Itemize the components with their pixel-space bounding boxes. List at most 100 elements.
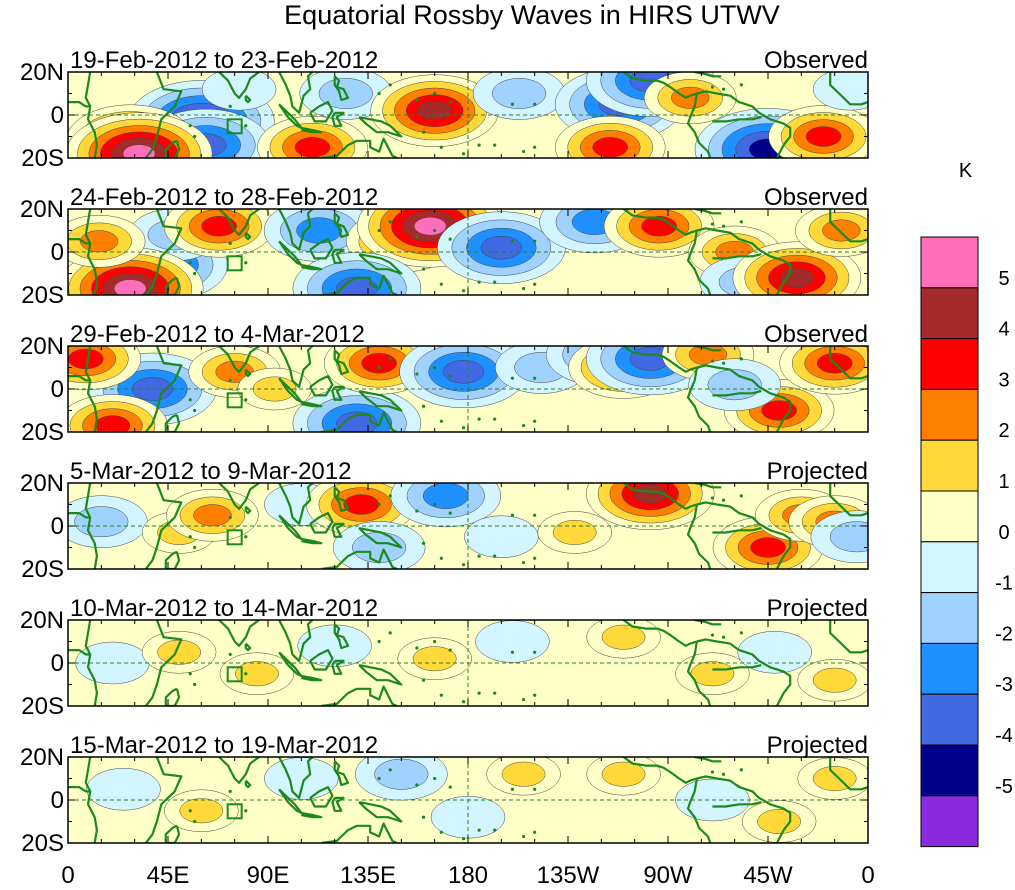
island-dot	[448, 374, 452, 378]
island-dot	[533, 102, 537, 106]
coastline-seAsia	[278, 757, 314, 800]
island-dot	[244, 809, 248, 813]
island-dot	[244, 672, 248, 676]
island-dot	[533, 650, 537, 654]
anomaly-cell	[68, 112, 213, 158]
coastline-newGuinea	[358, 116, 403, 138]
coastline-philippines	[333, 212, 350, 238]
x-tick-label: 45E	[147, 862, 190, 889]
island-dot	[228, 652, 232, 657]
coastline-caribbean	[694, 757, 722, 763]
island-dot	[421, 267, 426, 271]
panel-date-range: 10-Mar-2012 to 14-Mar-2012	[70, 595, 378, 622]
coastline-sAmNorth	[696, 227, 792, 295]
coastline-newGuinea	[358, 527, 403, 549]
coastline-amazonRiver	[712, 664, 762, 671]
island-dot	[188, 809, 192, 813]
coastline-philippines	[333, 75, 350, 102]
coastline-india	[218, 757, 260, 784]
coastline-mexico	[622, 483, 698, 510]
coastline-gulfGuinea	[68, 375, 91, 382]
y-tick-label: 20S	[21, 556, 64, 583]
coastline-java	[301, 811, 323, 819]
island-dot	[439, 282, 443, 286]
coastline-seAsia	[278, 346, 314, 388]
coastline-amazonRiver	[712, 390, 762, 397]
island-dot	[461, 700, 466, 704]
coastline-sriLanka	[244, 94, 252, 104]
coastline-madagascar	[164, 550, 181, 569]
coastline-sAmNorth	[696, 638, 792, 706]
island-dot	[721, 498, 726, 502]
contour-ring	[193, 504, 232, 527]
island-dot	[244, 261, 248, 265]
contour-ring	[750, 537, 786, 558]
coastline-borneo	[309, 375, 334, 397]
anomaly-cell	[810, 510, 868, 563]
coastline-sAmNorth	[696, 775, 792, 843]
colorbar-label: 2	[998, 420, 1009, 442]
panel-status: Projected	[767, 458, 868, 485]
contour-ring	[374, 758, 429, 790]
anomaly-cell	[166, 489, 259, 542]
island-dot	[193, 682, 197, 687]
island-dot	[388, 83, 392, 87]
island-dot	[421, 815, 426, 819]
anomaly-cell	[797, 658, 868, 702]
island-dot	[739, 220, 743, 224]
island-dot	[533, 376, 537, 380]
contour-ring	[361, 353, 397, 374]
coastline-sAmWest	[686, 778, 712, 843]
anomaly-cell	[68, 215, 146, 268]
contour-ring	[201, 72, 277, 111]
anomaly-cell	[472, 72, 566, 120]
island-dot	[477, 691, 481, 695]
contour-ring	[641, 216, 677, 237]
island-dot	[244, 398, 248, 402]
panel-5: 20N 0 20S 10-Mar-2012 to 14-Mar-2012 Project…	[20, 595, 869, 720]
panel-status: Observed	[764, 321, 868, 348]
anomaly-cell	[585, 483, 715, 530]
island-dot	[228, 789, 232, 794]
coastline-india	[218, 209, 260, 236]
anomaly-cell	[390, 483, 502, 528]
colorbar-swatch	[920, 490, 979, 543]
panel-date-range: 19-Feb-2012 to 23-Feb-2012	[70, 47, 378, 74]
island-dot	[228, 378, 232, 382]
coastline-westAfricaCoast	[829, 620, 868, 654]
coastline-newGuinea	[358, 390, 403, 412]
coastline-australia	[321, 548, 398, 569]
contour-ring	[412, 646, 457, 672]
island-dot	[388, 357, 392, 361]
coastline-africaWest	[84, 483, 99, 569]
anomaly-cell	[292, 252, 422, 295]
contour-ring	[201, 216, 237, 237]
island-dot	[477, 280, 481, 284]
island-dot	[244, 535, 248, 539]
island-dot	[421, 678, 426, 682]
anomaly-cell	[486, 757, 561, 796]
panel-6: 20N 0 20S 15-Mar-2012 to 19-Mar-2012 Project…	[20, 732, 869, 857]
panels-layer: 20N 0 20S 19-Feb-2012 to 23-Feb-2012 Observe…	[20, 47, 869, 857]
coastlines	[68, 757, 868, 843]
y-tick-label: 20S	[21, 830, 64, 857]
colorbar-label: 4	[998, 319, 1009, 341]
island-dot	[388, 631, 392, 635]
colorbar-unit: K	[959, 160, 973, 182]
y-tick-label: 20S	[21, 282, 64, 309]
coastline-sAmNorth	[696, 501, 792, 569]
colorbar-swatch	[920, 744, 979, 797]
coastline-newGuinea	[358, 253, 403, 275]
y-tick-label: 0	[51, 239, 64, 266]
coastline-sriLanka	[244, 642, 252, 652]
x-tick-label: 135W	[537, 862, 600, 889]
colorbar-label: -2	[995, 623, 1013, 645]
island-dot	[721, 361, 726, 365]
island-dot	[433, 776, 437, 781]
island-dot	[493, 691, 497, 695]
colorbar-swatch	[920, 388, 979, 441]
marker-box	[226, 118, 243, 135]
island-dot	[448, 511, 452, 515]
island-dot	[521, 834, 526, 839]
anomaly-cell	[332, 521, 426, 569]
